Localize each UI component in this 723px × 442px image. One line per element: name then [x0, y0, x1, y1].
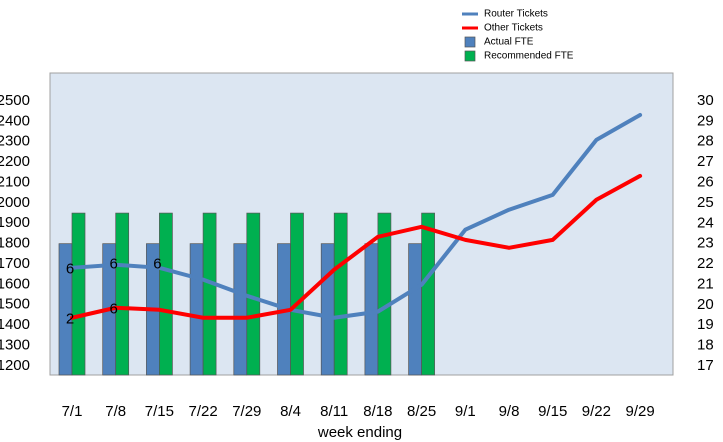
legend-label: Actual FTE — [484, 37, 534, 48]
bar — [377, 212, 392, 376]
y2-tick-label: 28 — [697, 133, 714, 150]
y-tick-label: 2100 — [0, 173, 30, 190]
bar — [246, 212, 261, 376]
y2-tick-label: 20 — [697, 296, 714, 313]
y2-tick-label: 25 — [697, 194, 714, 211]
y-tick-label: 1800 — [0, 235, 30, 252]
x-tick-label: 7/29 — [232, 403, 261, 420]
x-tick-label: 7/22 — [188, 403, 217, 420]
legend-label: Router Tickets — [484, 9, 548, 20]
y-tick-label: 1300 — [0, 336, 30, 353]
bar — [408, 243, 422, 376]
y2-tick-label: 22 — [697, 255, 714, 272]
y-tick-label: 1900 — [0, 214, 30, 231]
bar — [71, 212, 86, 376]
y-tick-label: 2400 — [0, 112, 30, 129]
bar — [421, 212, 435, 376]
x-tick-label: 9/15 — [538, 403, 567, 420]
annotation: 6 — [153, 256, 161, 273]
x-tick-label: 7/8 — [105, 403, 126, 420]
legend-label: Recommended FTE — [484, 51, 574, 62]
bar — [320, 243, 335, 376]
y-tick-label: 1700 — [0, 255, 30, 272]
y2-tick-label: 19 — [697, 316, 714, 333]
bar — [189, 243, 204, 376]
bar — [202, 212, 217, 376]
y-tick-label: 2500 — [0, 92, 30, 109]
legend-swatch — [464, 50, 476, 62]
y2-tick-label: 23 — [697, 235, 714, 252]
x-tick-label: 9/29 — [625, 403, 654, 420]
y2-tick-label: 27 — [697, 153, 714, 170]
y2-tick-label: 21 — [697, 275, 714, 292]
bar — [159, 212, 173, 376]
x-tick-label: 9/8 — [499, 403, 520, 420]
bar — [115, 212, 130, 376]
x-axis-label: week ending — [317, 424, 402, 441]
y2-tick-label: 24 — [697, 214, 714, 231]
y2-tick-label: 29 — [697, 112, 714, 129]
x-tick-label: 8/18 — [363, 403, 392, 420]
x-tick-label: 8/11 — [320, 403, 348, 420]
x-tick-label: 9/22 — [582, 403, 611, 420]
y2-tick-label: 17 — [697, 357, 714, 374]
annotation: 6 — [66, 261, 74, 278]
y2-tick-label: 26 — [697, 173, 714, 190]
y2-tick-label: 18 — [697, 337, 714, 354]
line — [70, 112, 643, 320]
x-tick-label: 9/1 — [455, 403, 476, 420]
y-tick-label: 2300 — [0, 133, 30, 150]
bar — [333, 212, 348, 376]
bar — [364, 243, 379, 376]
bar — [290, 212, 304, 376]
y-tick-label: 2200 — [0, 153, 30, 170]
x-tick-label: 8/4 — [280, 403, 301, 420]
plot-area — [49, 72, 674, 376]
annotation: 6 — [110, 301, 118, 318]
x-tick-label: 8/25 — [407, 403, 436, 420]
legend-swatch — [464, 36, 476, 48]
bar — [233, 243, 248, 376]
y2-tick-label: 30 — [697, 92, 714, 109]
annotation: 6 — [110, 256, 118, 273]
legend-label: Other Tickets — [484, 23, 543, 34]
x-tick-label: 7/1 — [62, 403, 83, 420]
annotation: 2 — [66, 311, 74, 328]
y-tick-label: 1200 — [0, 357, 30, 374]
y-tick-label: 1600 — [0, 275, 30, 292]
y-tick-label: 1500 — [0, 296, 30, 313]
y-tick-label: 2000 — [0, 194, 30, 211]
x-tick-label: 7/15 — [145, 403, 174, 420]
y-tick-label: 1400 — [0, 316, 30, 333]
line — [70, 173, 643, 320]
